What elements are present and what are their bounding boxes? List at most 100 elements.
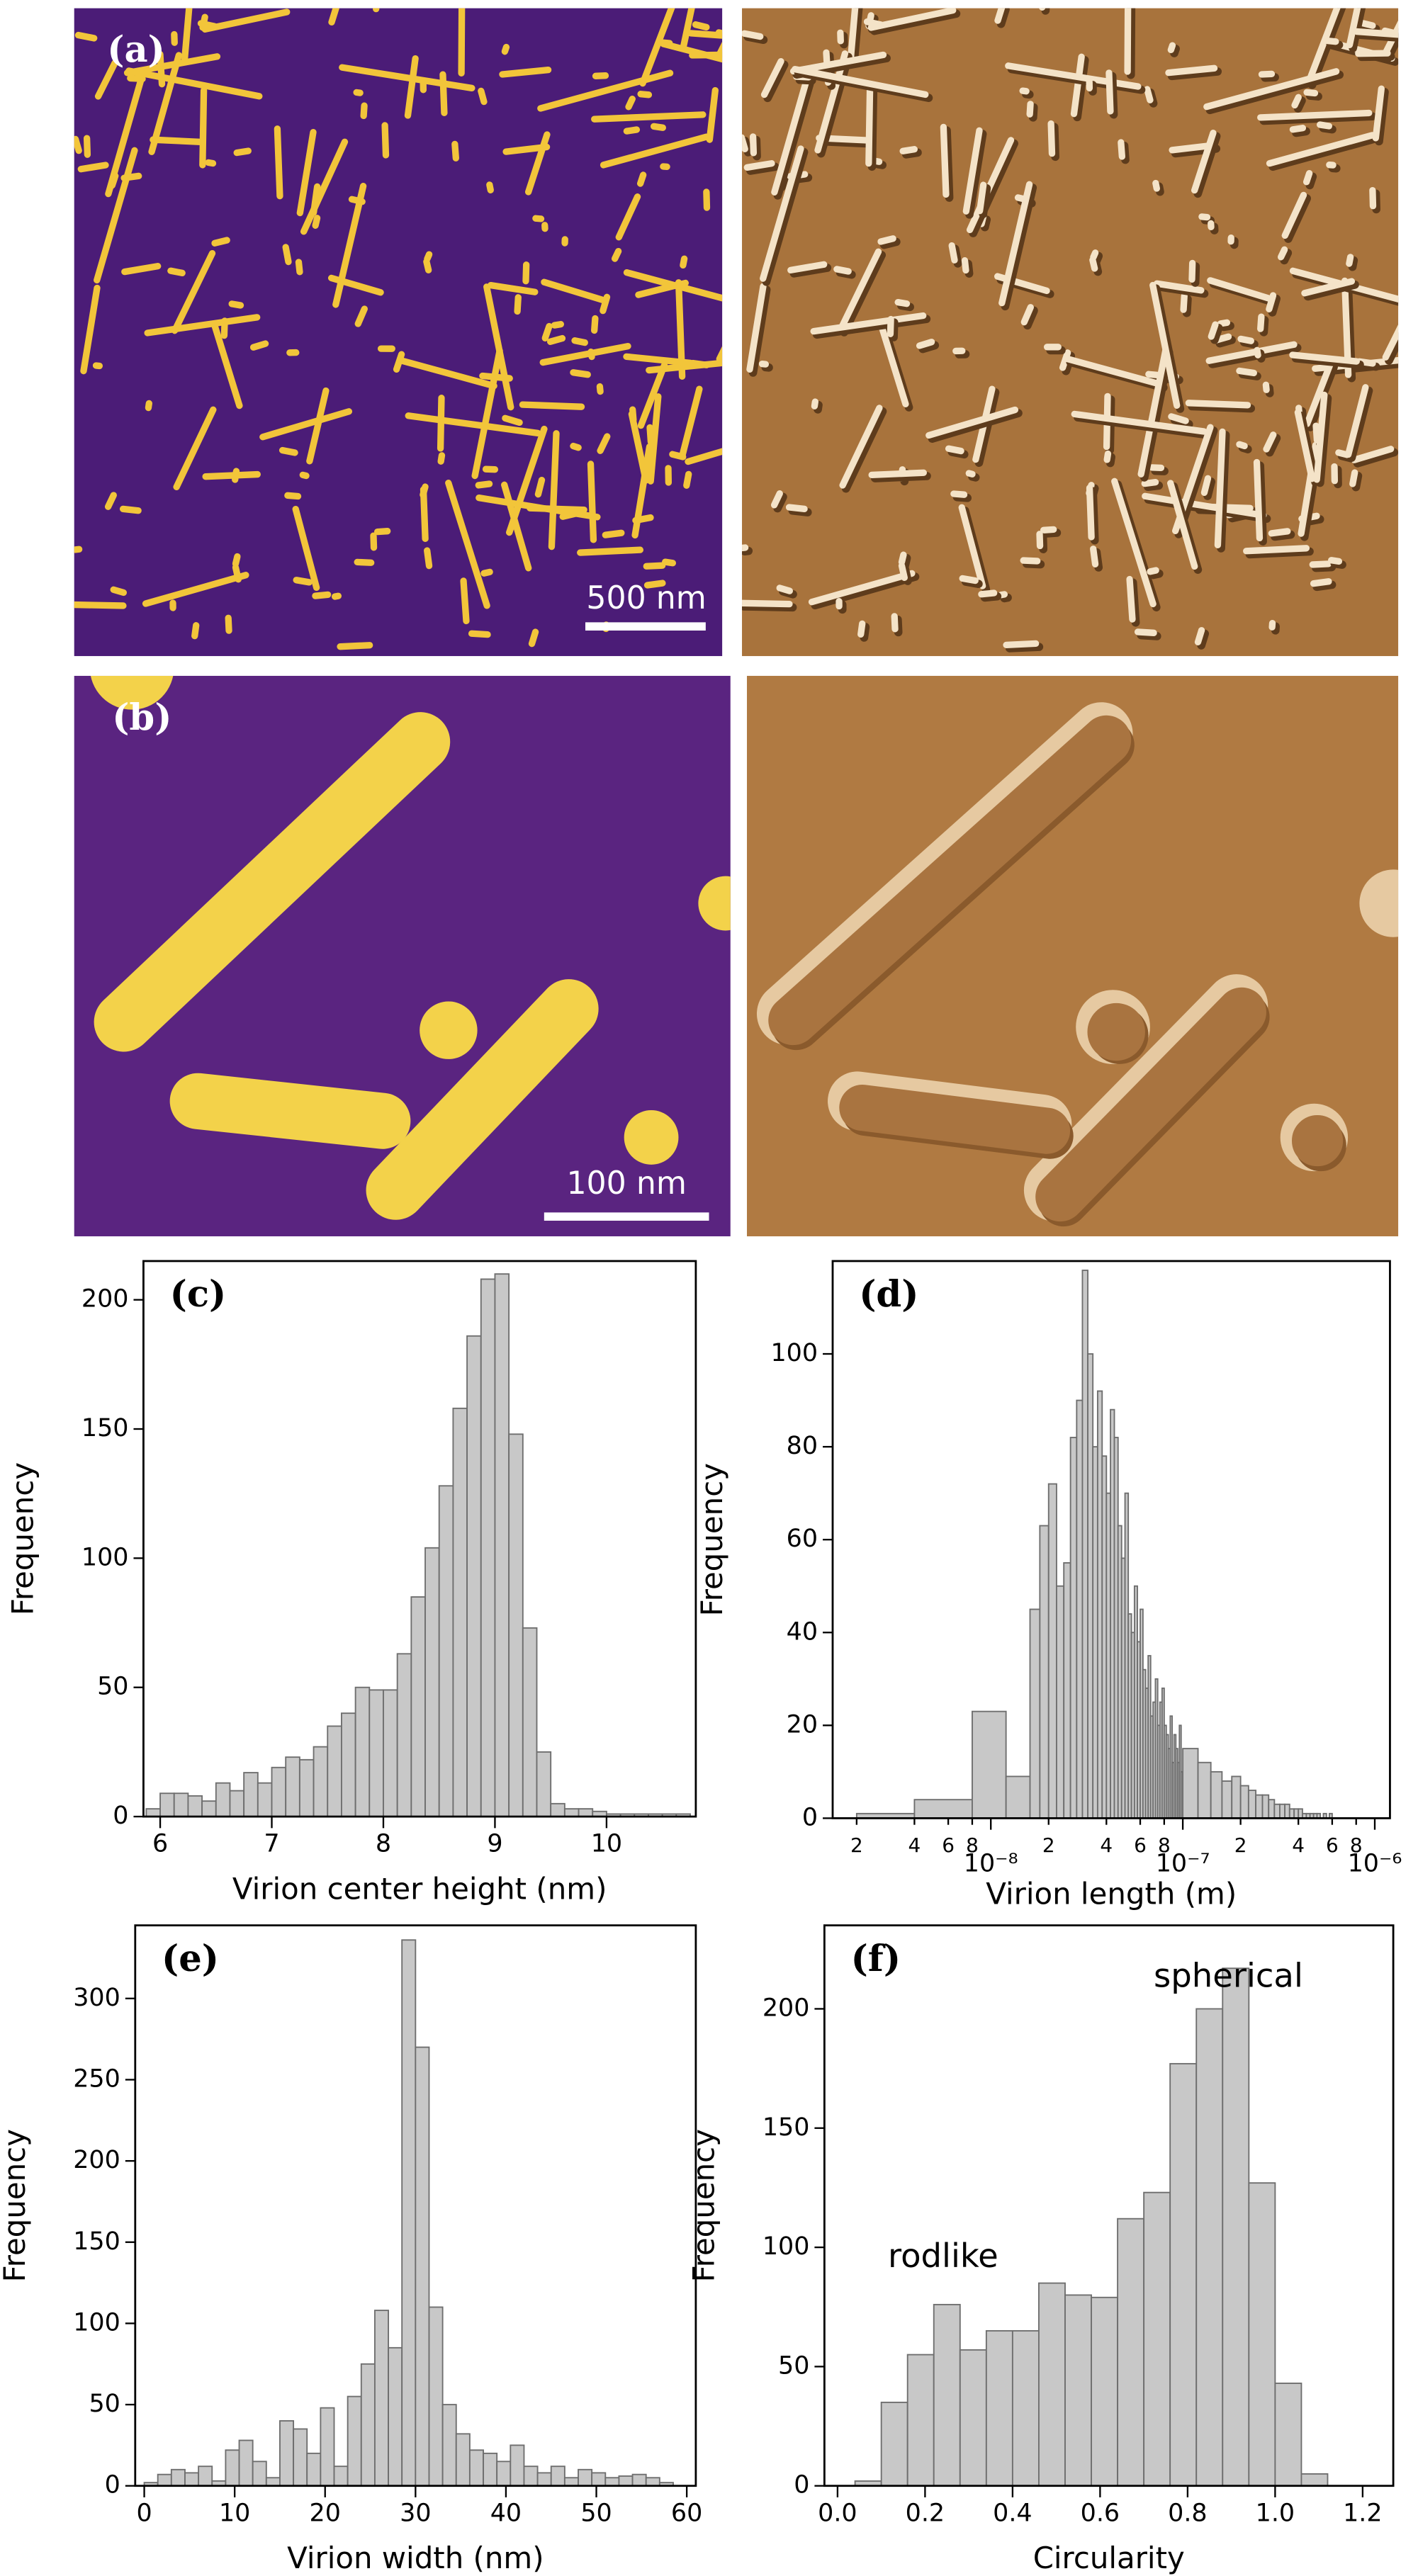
- rod: [486, 181, 494, 193]
- rod: [692, 21, 710, 31]
- rod: [232, 564, 242, 583]
- rod-shadow: [1385, 332, 1399, 365]
- rod: [577, 546, 644, 556]
- rod-shadow: [1167, 67, 1222, 81]
- rod: [1118, 139, 1125, 160]
- rod: [1153, 280, 1205, 294]
- rod-shadow: [1268, 294, 1281, 317]
- rod: [961, 257, 969, 274]
- rod: [373, 8, 380, 13]
- bar: [1047, 1483, 1057, 1819]
- bar: [1273, 1803, 1281, 1819]
- y-tick-label: 200: [81, 1285, 129, 1314]
- plot-frame: [142, 1260, 697, 1818]
- y-tick-label: 20: [787, 1710, 818, 1739]
- rod: [631, 443, 653, 539]
- x-tick-label: 6: [942, 1834, 955, 1857]
- x-tick-label: 2: [1042, 1834, 1055, 1857]
- rod: [868, 469, 927, 479]
- rod-shadow: [1210, 324, 1223, 344]
- bar: [1038, 2282, 1066, 2487]
- rod: [998, 181, 1033, 307]
- bar: [563, 1808, 580, 1818]
- x-tick-label: 0.4: [993, 2499, 1032, 2527]
- scale-bar-label: 500 nm: [586, 580, 706, 616]
- bar: [285, 1756, 300, 1818]
- y-tick-label: 60: [787, 1525, 818, 1553]
- bar: [1096, 1390, 1103, 1819]
- rod: [1266, 292, 1277, 312]
- rod: [1089, 256, 1098, 272]
- rod-shadow: [1191, 262, 1200, 287]
- bar: [1248, 2182, 1276, 2487]
- rod: [742, 599, 793, 608]
- x-tick-label: 8: [966, 1834, 979, 1857]
- rod: [546, 334, 566, 345]
- bar: [229, 1790, 245, 1818]
- rod: [760, 57, 784, 98]
- afm-phase-zoom-rods: [756, 702, 1399, 1227]
- rod-shadow: [860, 623, 870, 642]
- bar: [327, 1725, 342, 1818]
- rod-shadow: [980, 215, 991, 232]
- rod: [1103, 450, 1112, 463]
- rod: [551, 321, 565, 329]
- bar: [645, 2477, 660, 2487]
- bar: [510, 2444, 525, 2487]
- rod-shadow: [816, 52, 853, 158]
- rod: [274, 125, 283, 200]
- rod-shadow: [965, 130, 987, 219]
- rod: [847, 8, 859, 61]
- afm-phase-rods: [742, 8, 1399, 653]
- bar: [1005, 1775, 1031, 1819]
- bar: [1081, 1270, 1088, 1819]
- x-tick-label: 6: [1326, 1834, 1339, 1857]
- rod: [397, 357, 497, 390]
- y-tick-label: 200: [763, 1994, 810, 2022]
- rod: [894, 298, 911, 307]
- bar: [1064, 2294, 1092, 2487]
- rod-shadow: [1348, 256, 1358, 271]
- rod: [310, 183, 321, 216]
- rod-shadow: [996, 8, 1010, 28]
- rod-shadow: [1041, 8, 1050, 15]
- rod: [1071, 410, 1208, 435]
- rod: [354, 305, 368, 327]
- bar: [604, 2477, 620, 2487]
- rod-shadow: [1005, 643, 1044, 653]
- rod: [680, 255, 688, 269]
- rod: [519, 401, 585, 410]
- bar: [1069, 1437, 1078, 1819]
- rod: [181, 8, 193, 62]
- rod-shadow: [1220, 322, 1234, 332]
- rod: [811, 398, 818, 409]
- rod-shadow: [901, 554, 911, 570]
- y-tick-label: 50: [89, 2390, 120, 2418]
- rod: [541, 278, 606, 303]
- rod: [167, 267, 186, 276]
- rod: [373, 528, 391, 536]
- rod-shadow: [867, 88, 878, 171]
- rod: [1167, 42, 1176, 54]
- rod: [249, 340, 269, 351]
- bar: [913, 1799, 973, 1819]
- rod: [502, 414, 523, 426]
- bar: [1279, 1803, 1286, 1819]
- x-tick-label: 10: [591, 1830, 622, 1858]
- y-tick-label: 100: [770, 1339, 818, 1367]
- x-tick-label: 4: [908, 1834, 921, 1857]
- panel-label: (e): [162, 1938, 219, 1980]
- rod: [1168, 413, 1189, 424]
- rod: [524, 131, 551, 196]
- bar: [373, 2310, 389, 2487]
- bar: [452, 1407, 468, 1818]
- y-tick-label: 150: [73, 2227, 120, 2256]
- rod: [220, 317, 228, 339]
- bar: [880, 2401, 908, 2487]
- rod: [468, 630, 491, 638]
- rod: [142, 572, 249, 607]
- bar: [1239, 1785, 1249, 1819]
- rod: [959, 575, 979, 584]
- rod: [1243, 545, 1310, 555]
- afm-height-rods: [74, 8, 723, 650]
